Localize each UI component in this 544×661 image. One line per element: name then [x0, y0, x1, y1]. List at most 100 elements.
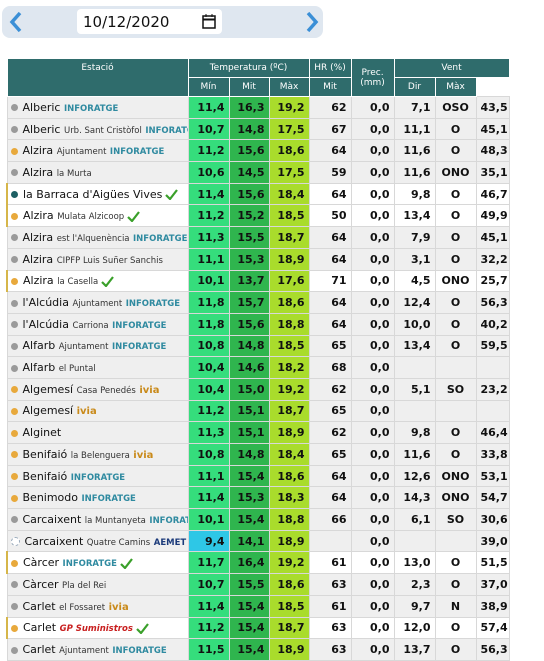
value-cell: 15,7 — [228, 291, 270, 314]
station-row[interactable]: Alfarb el Puntal 10,4 14,6 18,2 68 0,0 — [6, 356, 510, 379]
value-cell: 15,6 — [228, 312, 270, 336]
value-cell: 11,2 — [187, 204, 230, 228]
network-tag: INFORATGE — [63, 103, 119, 114]
station-row[interactable]: l'Alcúdia Carriona INFORATGE 11,8 15,6 18,8… — [6, 312, 510, 336]
subcolumn-header: Dir — [393, 77, 436, 97]
status-dot — [11, 277, 18, 285]
station-name: Carlet — [23, 621, 57, 635]
date-input[interactable]: 10/12/2020 — [77, 9, 222, 34]
station-row[interactable]: Algemesí ivia 11,2 15,1 18,7 65 0,0 — [6, 399, 510, 423]
value-cell: 18,6 — [268, 464, 310, 488]
station-row[interactable]: la Barraca d'Aigües Vives 11,4 15,6 18,4 64 0… — [6, 182, 510, 206]
status-dot — [11, 191, 18, 199]
value-cell — [393, 399, 436, 423]
value-cell: 0,0 — [350, 443, 395, 466]
value-cell: 0,0 — [350, 377, 395, 401]
value-cell: 9,7 — [393, 594, 436, 618]
station-name: Alzira — [23, 274, 54, 288]
value-cell: 15,3 — [228, 247, 270, 271]
value-cell: 11,7 — [187, 551, 230, 575]
value-cell: 64 — [308, 486, 352, 510]
value-cell: 15,6 — [228, 139, 270, 163]
station-row[interactable]: Alzira la Murta 10,6 14,5 17,5 59 0,0 11,6 ONO 3… — [6, 161, 510, 184]
station-row[interactable]: Benifaió INFORATGE 11,1 15,4 18,6 64 0,0 12,6 O… — [6, 464, 510, 488]
station-location: el Puntal — [58, 364, 96, 375]
value-cell: 11,2 — [187, 399, 230, 423]
station-row[interactable]: Alzira Ajuntament INFORATGE 11,2 15,6 18,6 6… — [6, 139, 510, 163]
value-cell: 14,3 — [393, 486, 436, 510]
value-cell: 0,0 — [350, 139, 395, 163]
station-row[interactable]: Carlet el Fossaret ivia 11,4 15,4 18,5 61 0,0… — [6, 594, 510, 618]
station-row[interactable]: Carcaixent Quatre Camins AEMET 9,4 14,1 18,… — [6, 529, 510, 553]
value-cell: 10,0 — [393, 312, 436, 336]
network-tag: INFORATGE — [112, 320, 167, 331]
check-icon — [127, 211, 141, 223]
value-cell: 16,3 — [228, 96, 270, 119]
value-cell: 0,0 — [350, 204, 395, 228]
station-name: Algemesí — [22, 404, 74, 418]
next-arrow[interactable] — [304, 11, 320, 33]
station-name: Alzira — [22, 165, 54, 179]
station-location: la Casella — [57, 277, 99, 288]
station-name: Alberic — [22, 122, 61, 136]
value-cell: 11,6 — [393, 139, 436, 163]
station-row[interactable]: Alzira est l'Alquenència INFORATGE 11,3 15… — [6, 226, 510, 249]
value-cell: 64 — [308, 464, 352, 488]
value-cell: 49,9 — [475, 204, 510, 228]
subcolumn-header: Màx — [434, 77, 477, 97]
value-cell: ONO — [434, 486, 477, 510]
station-row[interactable]: Algemesí Casa Penedés ivia 10,4 15,0 19,2 62… — [6, 377, 510, 401]
value-cell: 11,8 — [187, 291, 230, 314]
station-row[interactable]: l'Alcúdia Ajuntament INFORATGE 11,8 15,7 18… — [6, 291, 510, 314]
station-name: Benifaió — [22, 469, 68, 483]
station-cell: Carcaixent la Muntanyeta INFORATGE — [6, 508, 189, 531]
value-cell: 45,1 — [475, 226, 510, 249]
value-cell: 18,9 — [268, 421, 310, 444]
status-dot — [10, 646, 18, 654]
value-cell: 10,4 — [187, 377, 230, 401]
value-cell: 15,0 — [228, 377, 270, 401]
station-row[interactable]: Alberic Urb. Sant Cristòfol INFORATGE10,… — [6, 117, 510, 141]
value-cell: 0,0 — [350, 182, 395, 206]
status-dot — [10, 104, 18, 112]
station-row[interactable]: Càrcer Pla del Rei 10,7 15,5 18,6 63 0,0 2,3 O 3… — [6, 573, 510, 596]
calendar-icon[interactable] — [202, 14, 216, 29]
station-cell: l'Alcúdia Ajuntament INFORATGE — [6, 291, 189, 314]
value-cell: O — [434, 443, 477, 466]
value-cell: 15,5 — [228, 226, 270, 249]
status-dot — [10, 386, 18, 394]
station-row[interactable]: Alzira CIPFP Luis Suñer Sanchis 11,1 15,3 1… — [6, 247, 510, 271]
value-cell: 33,8 — [475, 443, 510, 466]
value-cell: ONO — [434, 464, 477, 488]
value-cell: 48,3 — [475, 139, 510, 163]
value-cell: O — [434, 226, 477, 249]
station-row[interactable]: Alberic INFORATGE 11,4 16,3 19,2 62 0,0 7,1 OSO… — [6, 96, 510, 119]
value-cell: O — [434, 573, 477, 596]
value-cell: 0,0 — [350, 117, 395, 141]
status-dot — [10, 494, 18, 502]
value-cell: 12,0 — [393, 616, 436, 640]
value-cell: 11,3 — [187, 421, 230, 444]
value-cell: 0,0 — [350, 247, 395, 271]
value-cell: 18,8 — [268, 508, 310, 531]
value-cell: O — [434, 182, 477, 206]
prev-arrow[interactable] — [8, 11, 24, 33]
column-header[interactable]: Estació — [6, 58, 189, 97]
station-row[interactable]: Alfarb Ajuntament INFORATGE 10,8 14,8 18,5 6… — [6, 334, 510, 358]
station-cell: Alzira la Murta — [6, 161, 189, 184]
station-row[interactable]: Alzira la Casella 10,1 13,7 17,6 71 0,0 4,5 ONO… — [6, 269, 510, 293]
station-row[interactable]: Benifaió la Belenguera ivia 10,8 14,8 18,4 6… — [6, 443, 510, 466]
station-name: Alzira — [22, 144, 54, 158]
station-row[interactable]: Carcaixent la Muntanyeta INFORATGE10,115… — [6, 508, 510, 531]
station-row[interactable]: Carlet GP Suministros 11,2 15,4 18,7 63 0,0 12… — [6, 616, 510, 640]
station-row[interactable]: Alginet 11,3 15,1 18,9 62 0,0 9,8 O 46,4 — [6, 421, 510, 444]
value-cell: 14,1 — [228, 529, 270, 553]
station-cell: Carlet GP Suministros — [6, 616, 189, 640]
station-row[interactable]: Carlet Ajuntament INFORATGE 11,5 15,4 18,9 6… — [6, 638, 510, 661]
station-row[interactable]: Benimodo INFORATGE 11,4 15,3 18,3 64 0,0 14,3 O… — [6, 486, 510, 510]
station-row[interactable]: Alzira Mulata Alzicoop 11,2 15,2 18,5 50 0,0 1… — [6, 204, 510, 228]
station-row[interactable]: Càrcer INFORATGE 11,7 16,4 19,2 61 0,0 13,0 O 51… — [6, 551, 510, 575]
value-cell: 18,9 — [268, 247, 310, 271]
value-cell: 59 — [308, 161, 352, 184]
value-cell: 10,6 — [187, 161, 230, 184]
